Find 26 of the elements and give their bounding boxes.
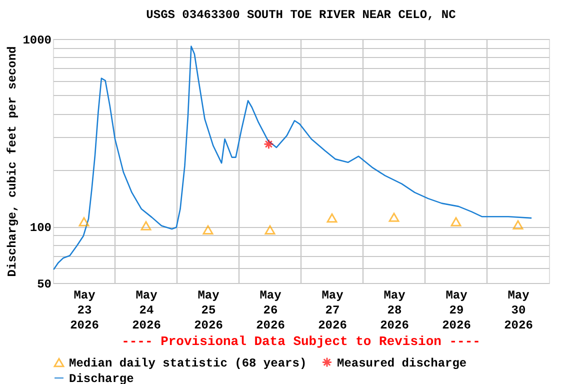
x-tick-label: May 26 2026: [256, 288, 285, 332]
point: [264, 225, 276, 234]
x-tick-label: May 28 2026: [380, 288, 409, 332]
y-tick-label: 1000: [22, 34, 52, 48]
point: [388, 212, 400, 222]
point: [140, 221, 152, 230]
point: [326, 213, 338, 223]
x-tick-label: May 23 2026: [70, 288, 99, 332]
point: [263, 138, 274, 150]
point: [202, 225, 214, 234]
x-tick-label: May 25 2026: [194, 288, 223, 332]
x-tick-label: May 29 2026: [442, 288, 471, 332]
chart-title: USGS 03463300 SOUTH TOE RIVER NEAR CELO, NC: [146, 8, 456, 22]
y-axis-title: Discharge, cubic feet per second: [6, 46, 20, 277]
y-tick-label: 50: [37, 278, 52, 292]
x-tick-label: May 30 2026: [504, 288, 533, 332]
point: [450, 217, 462, 226]
point: [512, 220, 524, 230]
x-tick-label: May 24 2026: [132, 288, 161, 332]
legend-label: Median daily statistic (68 years): [69, 356, 307, 371]
legend-label: Measured discharge: [337, 356, 467, 370]
line-series: [52, 46, 532, 270]
x-tick-label: May 27 2026: [318, 288, 347, 332]
text: ---- Provisional Data Subject to Revision ----: [122, 334, 480, 349]
point: [78, 217, 90, 226]
y-tick-label: 100: [30, 221, 52, 236]
